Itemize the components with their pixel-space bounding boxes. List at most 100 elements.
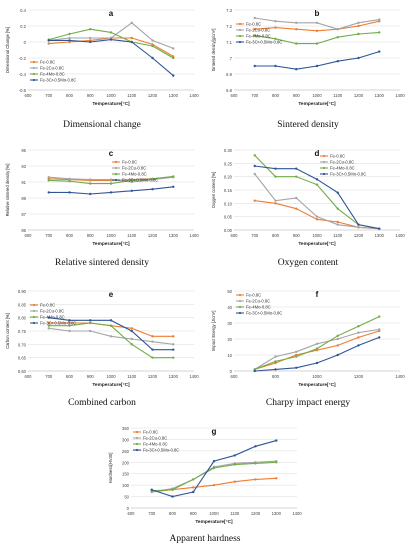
- data-point: [378, 315, 381, 318]
- data-point: [68, 39, 71, 42]
- y-tick-label: 0.00: [224, 228, 233, 233]
- y-axis-label: Carbon content [%]: [5, 313, 10, 349]
- data-point: [68, 191, 71, 194]
- legend-marker: [238, 34, 242, 38]
- caption-a: Dimensional change: [63, 120, 141, 130]
- y-tick-label: 150: [122, 472, 130, 477]
- data-point: [274, 175, 277, 178]
- data-point: [274, 360, 277, 363]
- legend-entry: Fe-3Cr-0.5Mo-0.8C: [40, 321, 76, 326]
- data-point: [151, 188, 154, 191]
- x-tick-label: 700: [251, 93, 259, 98]
- data-point: [378, 336, 381, 339]
- x-tick-label: 600: [25, 374, 33, 379]
- x-tick-label: 1000: [312, 374, 322, 379]
- x-tick-label: 900: [293, 233, 301, 238]
- panel-letter: b: [315, 9, 320, 18]
- x-tick-label: 900: [190, 511, 198, 516]
- y-tick-label: 300: [122, 437, 130, 442]
- legend-marker: [32, 303, 36, 307]
- data-point: [171, 488, 174, 491]
- data-point: [109, 38, 113, 41]
- data-point: [295, 28, 298, 31]
- x-tick-label: 1200: [354, 93, 364, 98]
- legend-entry: Fe-4Mo-0.8C: [246, 305, 271, 310]
- x-tick-label: 1000: [312, 93, 322, 98]
- y-tick-label: 0.60: [18, 369, 27, 374]
- legend-entry: Fe-3Cr-0.5Mo-0.8C: [40, 78, 76, 83]
- x-tick-label: 1100: [127, 374, 137, 379]
- legend-marker: [238, 299, 242, 303]
- y-axis-label: Hardness[HV30]: [108, 453, 113, 484]
- y-tick-label: 89: [21, 196, 26, 201]
- data-point: [336, 36, 339, 39]
- legend-entry: Fe-0.8C: [40, 60, 55, 65]
- x-tick-label: 1300: [272, 511, 282, 516]
- x-tick-label: 1200: [148, 233, 158, 238]
- x-tick-label: 700: [45, 233, 53, 238]
- chart-f-svg: 0 10 20 30 40 50 600 800 1000 1200 1400 Temperature…: [211, 289, 405, 388]
- x-tick-label: 1100: [127, 93, 137, 98]
- y-tick-label: -0.2: [19, 56, 27, 61]
- legend-marker: [32, 72, 36, 76]
- data-point: [233, 480, 236, 483]
- data-point: [172, 343, 175, 346]
- data-point: [130, 329, 133, 333]
- x-tick-label: 1000: [106, 93, 116, 98]
- x-axis-label: Temperature[°C]: [92, 382, 130, 388]
- y-tick-label: 7.3: [226, 8, 232, 13]
- data-point: [336, 207, 339, 210]
- y-tick-label: -0.4: [19, 72, 27, 77]
- data-point: [151, 56, 154, 60]
- data-point: [274, 202, 277, 205]
- data-point: [336, 334, 339, 337]
- data-point: [274, 37, 277, 40]
- legend-marker: [114, 172, 118, 176]
- data-point: [378, 50, 381, 53]
- legend-marker: [322, 172, 326, 176]
- y-tick-label: 6.9: [226, 72, 232, 77]
- legend-entry: Fe-4Mo-0.8C: [40, 315, 65, 320]
- data-point: [89, 40, 92, 44]
- y-tick-label: 91: [21, 180, 26, 185]
- x-tick-label: 700: [45, 374, 53, 379]
- legend-entry: Fe-4Mo-0.8C: [143, 442, 168, 447]
- y-tick-label: 0.30: [224, 148, 233, 153]
- x-tick-label: 800: [66, 93, 74, 98]
- x-tick-label: 900: [87, 374, 95, 379]
- data-point: [315, 342, 319, 345]
- data-point: [130, 343, 133, 346]
- data-point: [130, 179, 133, 182]
- y-tick-label: 87: [21, 212, 26, 217]
- data-point: [357, 344, 360, 347]
- y-tick-label: 6.8: [226, 88, 232, 93]
- legend-entry: Fe-4Mo-0.8C: [40, 72, 65, 77]
- data-point: [89, 182, 92, 185]
- data-point: [130, 21, 133, 24]
- data-point: [89, 28, 92, 31]
- data-point: [89, 319, 92, 322]
- data-point: [253, 28, 256, 31]
- data-point: [172, 348, 175, 351]
- y-tick-label: 0.65: [18, 356, 27, 361]
- legend-entry: Fe-3Cr-0.5Mo-0.8C: [143, 448, 179, 453]
- y-tick-label: 20: [227, 337, 232, 342]
- legend-marker: [238, 311, 242, 315]
- y-tick-label: 0.90: [18, 289, 27, 294]
- y-tick-label: 30: [227, 321, 232, 326]
- data-point: [109, 182, 113, 185]
- data-point: [172, 175, 175, 178]
- data-point: [336, 353, 339, 357]
- y-tick-label: 0.4: [20, 8, 26, 13]
- x-tick-label: 800: [169, 511, 177, 516]
- data-point: [68, 319, 71, 322]
- legend-entry: Fe-0.8C: [40, 303, 55, 308]
- data-point: [274, 368, 277, 371]
- x-axis-label: Temperature[°C]: [92, 241, 130, 247]
- data-point: [336, 28, 339, 31]
- data-point: [172, 185, 175, 188]
- data-point: [275, 439, 278, 442]
- data-point: [171, 495, 174, 498]
- data-point: [336, 191, 339, 194]
- y-axis-label: Sintered density[g/cm³]: [211, 29, 216, 72]
